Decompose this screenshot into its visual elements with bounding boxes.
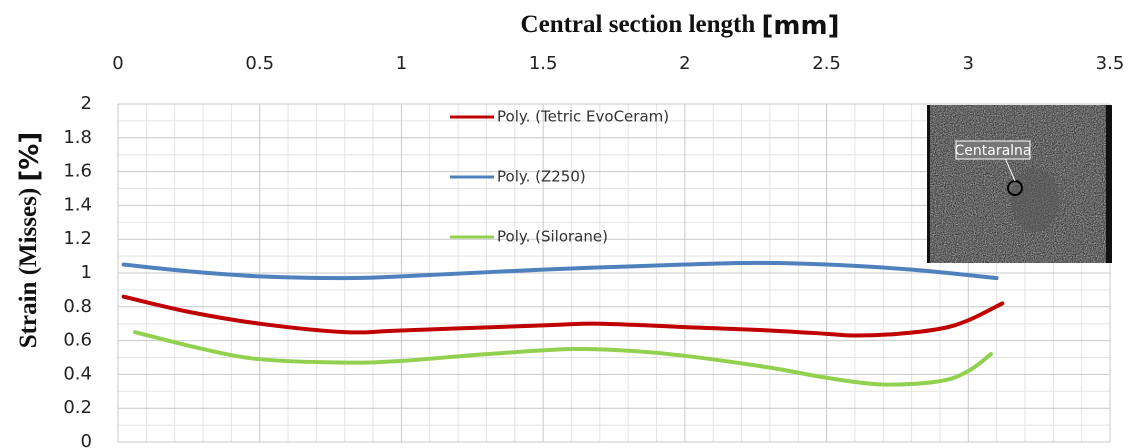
x-tick-label: 1 xyxy=(396,53,407,74)
y-tick-label: 1.6 xyxy=(63,161,92,182)
y-axis-title: Strain (Misses) [%] xyxy=(15,132,45,348)
x-tick-label: 0 xyxy=(112,53,123,74)
series-line xyxy=(121,260,999,281)
y-tick-label: 0.6 xyxy=(63,330,92,351)
plot-area: Poly. (Tetric EvoCeram) Poly. (Z250) Poly.… xyxy=(121,108,1005,387)
y-tick-label: 0 xyxy=(81,431,92,448)
y-tick-label: 1.2 xyxy=(63,228,92,249)
x-tick-label: 1.5 xyxy=(529,53,558,74)
series-line xyxy=(133,330,993,387)
y-tick-label: 1 xyxy=(81,262,92,283)
series-line xyxy=(121,294,1005,338)
legend-label: Poly. (Z250) xyxy=(497,168,586,186)
x-axis-label: Central section length xyxy=(521,11,756,38)
inset-shadow xyxy=(1011,168,1059,232)
x-axis-title: Central section length [mm] xyxy=(521,11,840,41)
y-tick-label: 2 xyxy=(81,93,92,114)
inset-label-box xyxy=(955,140,1031,160)
x-tick-label: 2 xyxy=(679,53,690,74)
y-tick-label: 0.4 xyxy=(63,363,92,384)
y-axis-unit: [%] xyxy=(15,132,45,182)
y-tick-label: 0.8 xyxy=(63,296,92,317)
x-axis-unit: [mm] xyxy=(762,11,840,41)
x-tick-label: 3.5 xyxy=(1096,53,1125,74)
legend-label: Poly. (Tetric EvoCeram) xyxy=(497,108,669,126)
y-tick-label: 1.8 xyxy=(63,127,92,148)
x-tick-label: 3 xyxy=(963,53,974,74)
x-tick-label: 0.5 xyxy=(245,53,274,74)
inset-label: Centaralna xyxy=(954,143,1031,159)
y-tick-label: 1.4 xyxy=(63,194,92,215)
inset-leader xyxy=(1004,157,1016,182)
y-tick-label: 0.2 xyxy=(63,397,92,418)
inset-image: Centaralna xyxy=(927,105,1112,263)
x-tick-label: 2.5 xyxy=(812,53,841,74)
legend-label: Poly. (Silorane) xyxy=(497,228,608,246)
y-axis-label: Strain (Misses) xyxy=(15,188,42,348)
